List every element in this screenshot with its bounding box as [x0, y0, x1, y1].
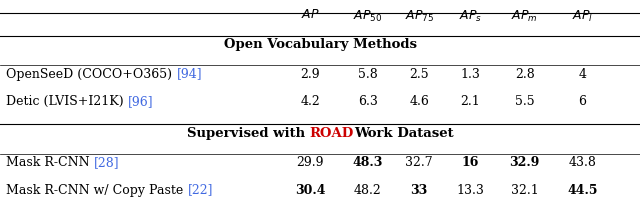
- Text: $AP$: $AP$: [301, 8, 320, 22]
- Text: $AP_s$: $AP_s$: [459, 8, 482, 24]
- Text: 5.5: 5.5: [515, 95, 534, 108]
- Text: $AP_m$: $AP_m$: [511, 8, 538, 24]
- Text: 4.6: 4.6: [409, 95, 429, 108]
- Text: $AP_{50}$: $AP_{50}$: [353, 8, 383, 24]
- Text: [28]: [28]: [94, 156, 120, 169]
- Text: 32.9: 32.9: [509, 156, 540, 169]
- Text: 5.8: 5.8: [358, 68, 378, 81]
- Text: 2.9: 2.9: [301, 68, 320, 81]
- Text: 4: 4: [579, 68, 586, 81]
- Text: $AP_l$: $AP_l$: [572, 8, 593, 24]
- Text: 30.4: 30.4: [295, 184, 326, 197]
- Text: OpenSeeD (COCO+O365): OpenSeeD (COCO+O365): [6, 68, 177, 81]
- Text: [94]: [94]: [177, 68, 202, 81]
- Text: 32.1: 32.1: [511, 184, 539, 197]
- Text: 13.3: 13.3: [456, 184, 484, 197]
- Text: Mask R-CNN w/ Copy Paste: Mask R-CNN w/ Copy Paste: [6, 184, 188, 197]
- Text: 6: 6: [579, 95, 586, 108]
- Text: 1.3: 1.3: [460, 68, 481, 81]
- Text: [22]: [22]: [188, 184, 213, 197]
- Text: Open Vocabulary Methods: Open Vocabulary Methods: [223, 38, 417, 51]
- Text: 16: 16: [461, 156, 479, 169]
- Text: 43.8: 43.8: [568, 156, 596, 169]
- Text: ROAD: ROAD: [309, 127, 354, 140]
- Text: 44.5: 44.5: [567, 184, 598, 197]
- Text: Mask R-CNN: Mask R-CNN: [6, 156, 94, 169]
- Text: Supervised with: Supervised with: [187, 127, 309, 140]
- Text: 2.8: 2.8: [515, 68, 534, 81]
- Text: 48.3: 48.3: [353, 156, 383, 169]
- Text: 29.9: 29.9: [297, 156, 324, 169]
- Text: 4.2: 4.2: [301, 95, 320, 108]
- Text: 32.7: 32.7: [405, 156, 433, 169]
- Text: Work Dataset: Work Dataset: [354, 127, 453, 140]
- Text: $AP_{75}$: $AP_{75}$: [404, 8, 434, 24]
- Text: 2.5: 2.5: [410, 68, 429, 81]
- Text: [96]: [96]: [128, 95, 154, 108]
- Text: 48.2: 48.2: [354, 184, 382, 197]
- Text: Detic (LVIS+I21K): Detic (LVIS+I21K): [6, 95, 128, 108]
- Text: 2.1: 2.1: [461, 95, 480, 108]
- Text: 33: 33: [411, 184, 428, 197]
- Text: 6.3: 6.3: [358, 95, 378, 108]
